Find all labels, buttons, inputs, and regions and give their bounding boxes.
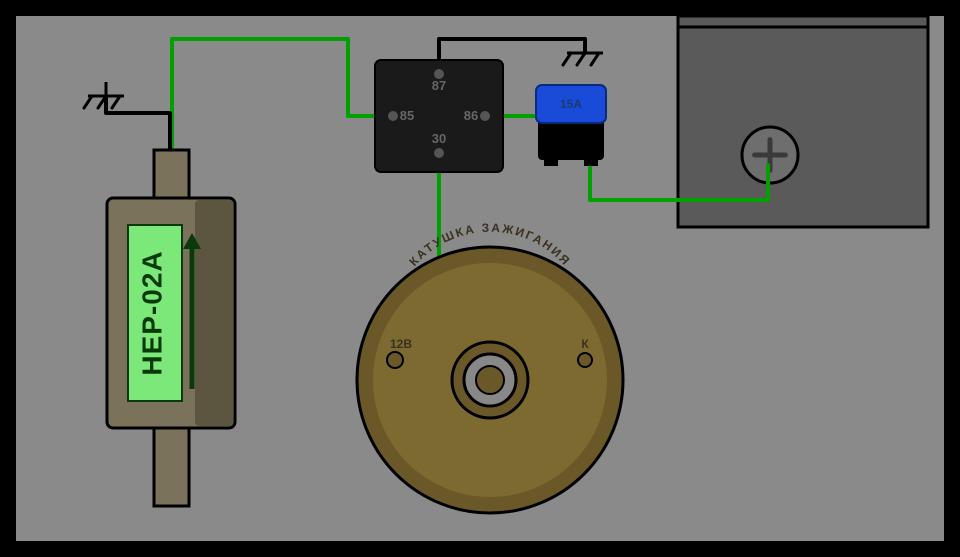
relay — [375, 60, 503, 172]
coil-k-label: К — [581, 337, 589, 351]
fuse-label: 15A — [560, 97, 582, 111]
fuse-leg — [544, 156, 558, 166]
coil-12v-label: 12В — [390, 337, 412, 351]
coil-hub-hole — [476, 366, 504, 394]
battery-body — [678, 27, 928, 227]
fuse-leg — [584, 156, 598, 166]
pump-tube-bottom — [154, 428, 189, 506]
coil-terminal-k — [578, 353, 592, 367]
ignition-coil — [357, 247, 623, 513]
battery — [678, 16, 928, 227]
fuse-holder — [538, 118, 604, 160]
wiring-diagram: HEP-02A8785863015AКАТУШКА ЗАЖИГАНИЯ12ВК — [0, 0, 960, 557]
pump-tube-top — [154, 150, 189, 198]
relay-pin-label-85: 85 — [400, 108, 414, 123]
relay-pin-label-30: 30 — [432, 131, 446, 146]
relay-pin-30 — [434, 148, 444, 158]
relay-pin-label-87: 87 — [432, 78, 446, 93]
diagram-stage: HEP-02A8785863015AКАТУШКА ЗАЖИГАНИЯ12ВК — [0, 0, 960, 557]
relay-pin-label-86: 86 — [464, 108, 478, 123]
relay-pin-85 — [388, 111, 398, 121]
pump-label-text: HEP-02A — [137, 250, 168, 375]
coil-terminal-12v — [387, 352, 403, 368]
pump-body-shadow — [195, 200, 233, 426]
relay-pin-86 — [480, 111, 490, 121]
